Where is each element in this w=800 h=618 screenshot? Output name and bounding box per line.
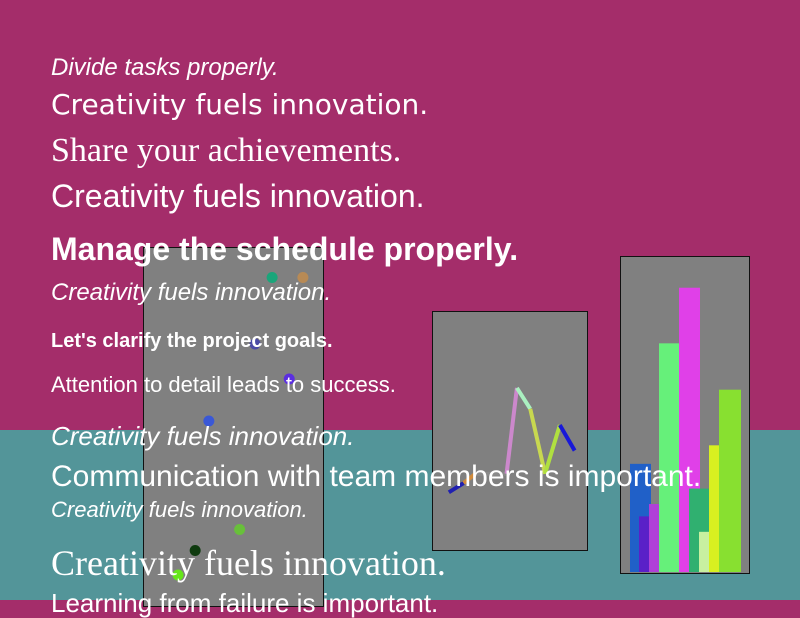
bar-chart bbox=[630, 287, 741, 572]
text-line-2: Creativity fuels innovation. bbox=[51, 88, 429, 121]
scatter-point-5 bbox=[203, 415, 215, 427]
line-segment-5 bbox=[515, 386, 532, 410]
line-segment-8 bbox=[558, 424, 577, 452]
scatter-point-7 bbox=[189, 545, 201, 556]
text-line-10: Communication with team members is impor… bbox=[51, 460, 702, 493]
bar-4 bbox=[659, 343, 679, 572]
bar-9 bbox=[699, 531, 709, 572]
text-line-4: Creativity fuels innovation. bbox=[51, 178, 425, 214]
line-segment-4 bbox=[504, 387, 519, 474]
bar-8 bbox=[719, 389, 741, 572]
text-line-8: Attention to detail leads to success. bbox=[51, 372, 396, 397]
scatter-point-4 bbox=[283, 373, 295, 385]
text-line-7: Let's clarify the project goals. bbox=[51, 330, 333, 352]
bar-chart-panel bbox=[620, 256, 750, 574]
text-line-12: Creativity fuels innovation. bbox=[51, 543, 446, 583]
line-segment-1 bbox=[447, 481, 465, 495]
scatter-point-8 bbox=[172, 569, 184, 581]
scatter-point-6 bbox=[234, 524, 246, 535]
text-line-9: Creativity fuels innovation. bbox=[51, 421, 355, 451]
bar-2 bbox=[639, 516, 650, 572]
line-chart-panel bbox=[432, 311, 588, 551]
scatter-point-2 bbox=[297, 272, 309, 283]
bar-7 bbox=[709, 445, 719, 572]
text-line-6: Creativity fuels innovation. bbox=[51, 279, 332, 306]
scatter-chart-panel bbox=[143, 247, 324, 607]
line-chart bbox=[447, 386, 577, 495]
text-line-5: Manage the schedule properly. bbox=[51, 231, 519, 267]
scatter-chart bbox=[172, 272, 309, 581]
text-line-3: Share your achievements. bbox=[51, 132, 402, 169]
scatter-point-1 bbox=[266, 272, 278, 283]
text-line-11: Creativity fuels innovation. bbox=[51, 497, 308, 522]
scatter-point-3 bbox=[249, 338, 261, 350]
line-segment-6 bbox=[528, 408, 547, 475]
text-line-1: Divide tasks properly. bbox=[51, 54, 279, 81]
line-segment-7 bbox=[543, 424, 562, 475]
bar-3 bbox=[649, 504, 659, 572]
line-segment-2 bbox=[462, 472, 477, 485]
text-line-13: Learning from failure is important. bbox=[51, 588, 439, 618]
